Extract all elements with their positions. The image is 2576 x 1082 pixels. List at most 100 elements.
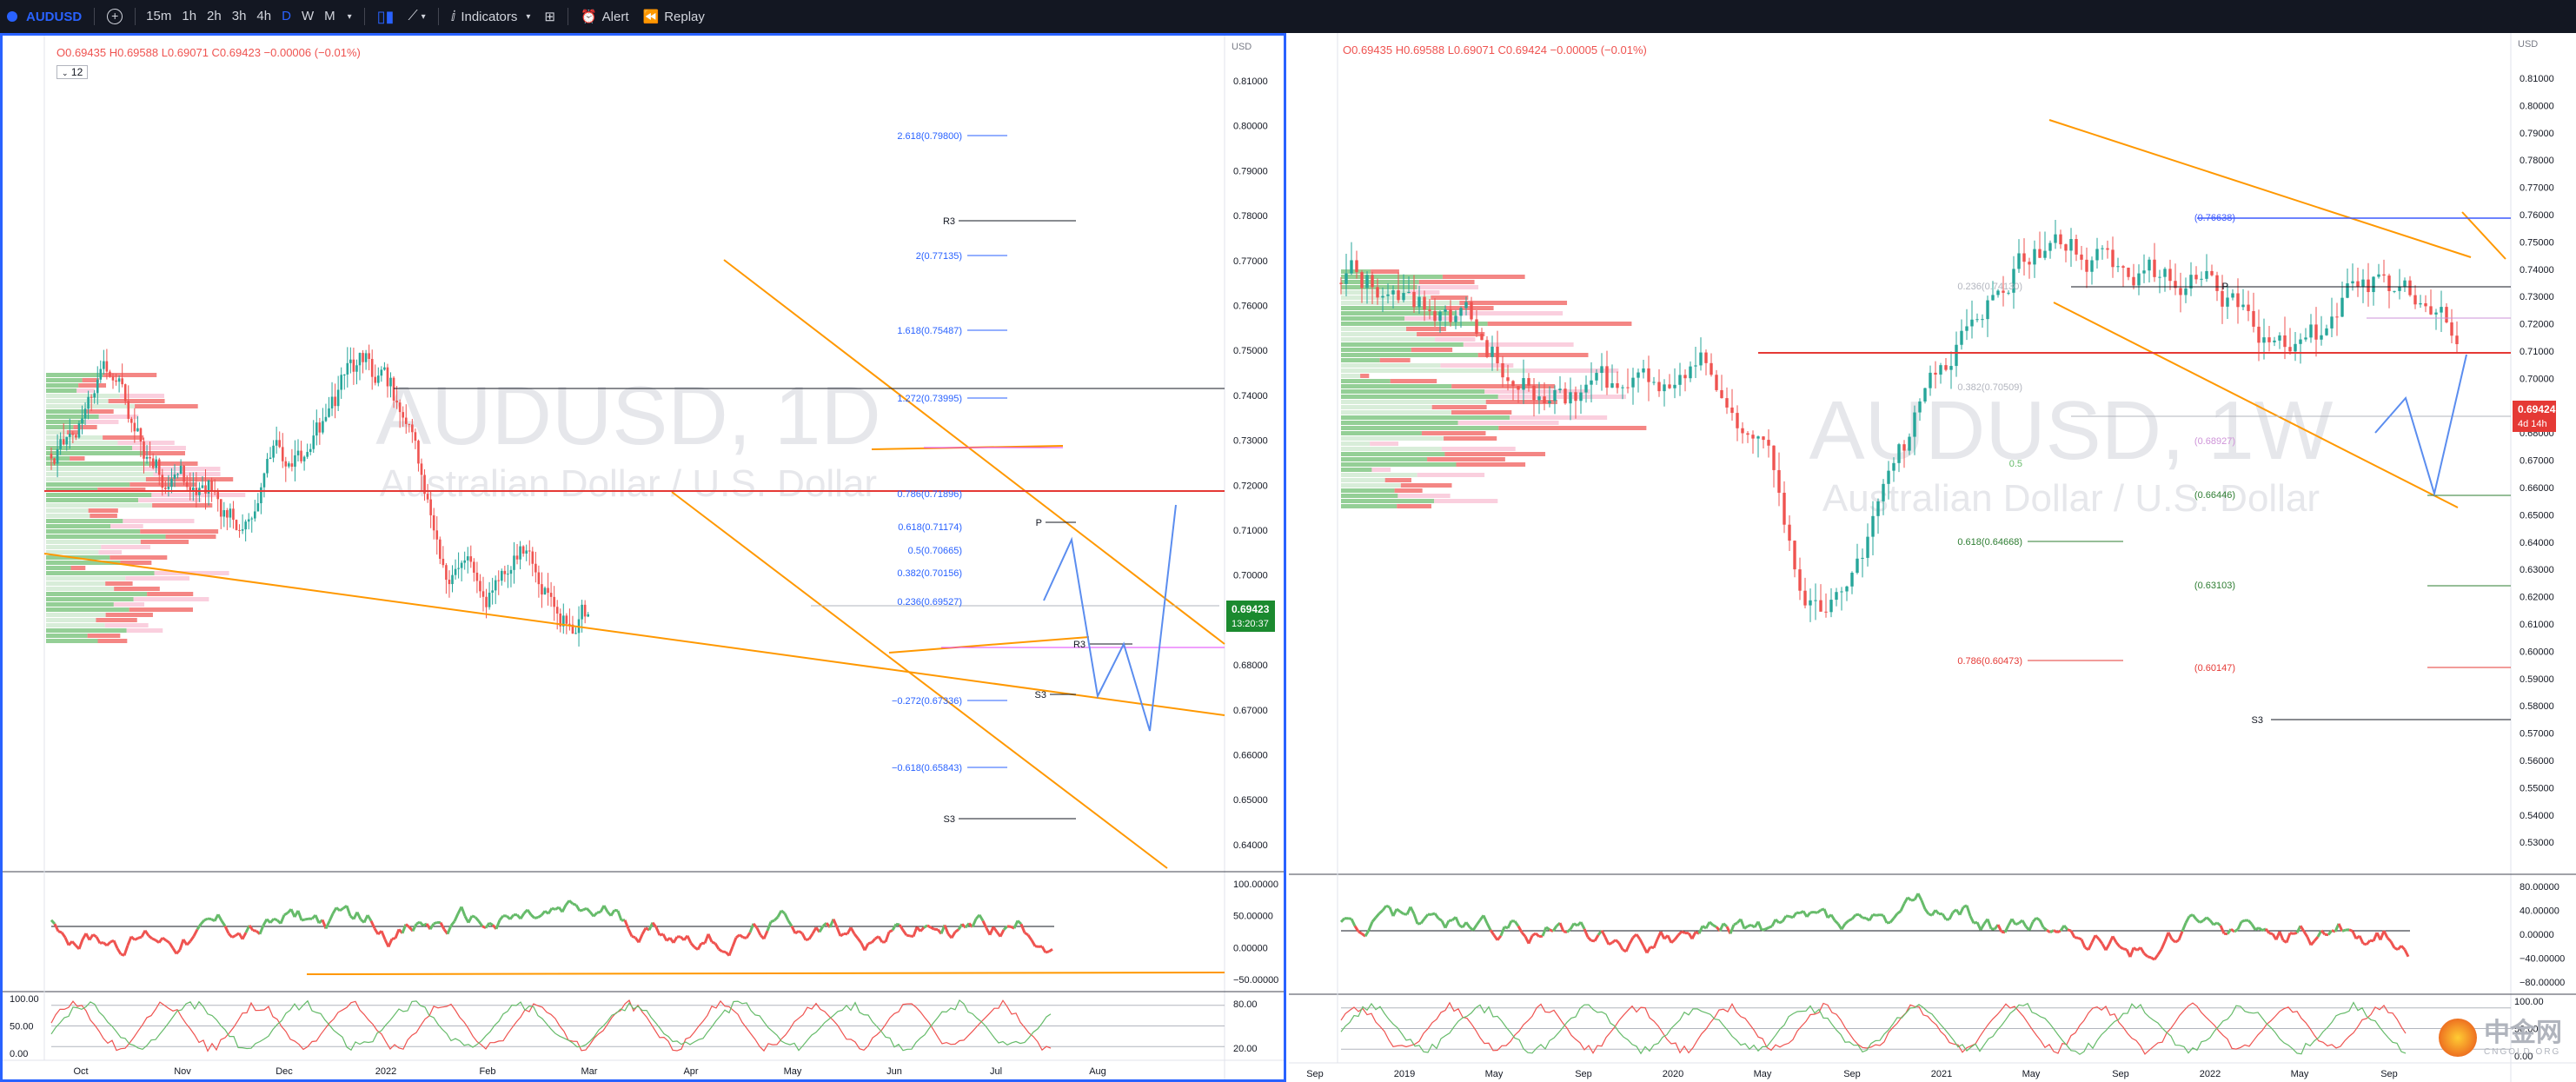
- rsi-line-segment: [748, 923, 755, 933]
- rsi-line-segment: [2358, 935, 2365, 945]
- volume-profile-bar-buy: [1341, 405, 1432, 409]
- rsi-line-segment: [686, 935, 693, 944]
- rsi-line-segment: [574, 904, 581, 912]
- rsi-line-segment: [2226, 928, 2233, 935]
- chart-pane-weekly[interactable]: O0.69435 H0.69588 L0.69071 C0.69424 −0.0…: [1289, 33, 2576, 1082]
- interval-D[interactable]: D: [282, 9, 291, 23]
- candle-body: [417, 441, 420, 464]
- candle-body: [2309, 324, 2313, 338]
- interval-W[interactable]: W: [301, 9, 315, 23]
- stoch-tick-label: 100.00: [2514, 997, 2544, 1007]
- rsi-line-segment: [1638, 939, 1645, 947]
- interval-4h[interactable]: 4h: [256, 9, 272, 23]
- volume-profile-bar-buy: [46, 587, 115, 591]
- candle-body: [2054, 234, 2057, 243]
- price-tick-label: 0.80000: [2520, 101, 2554, 111]
- volume-profile-bar-buy: [1341, 447, 1442, 451]
- interval-3h[interactable]: 3h: [231, 9, 247, 23]
- interval-2h[interactable]: 2h: [207, 9, 222, 23]
- candle-body: [204, 485, 207, 494]
- candle-body: [2398, 286, 2401, 291]
- rsi-line-segment: [1531, 932, 1537, 937]
- rsi-line-segment: [508, 913, 515, 920]
- symbol-button[interactable]: AUDUSD: [0, 0, 89, 33]
- volume-profile-bar-sell: [1498, 426, 1647, 430]
- candle-body: [549, 593, 553, 597]
- interval-1h[interactable]: 1h: [182, 9, 197, 23]
- rsi-line-segment: [50, 919, 56, 926]
- indicators-button[interactable]: ⅈ Indicators ▾: [444, 0, 538, 33]
- trendline: [671, 491, 1168, 869]
- candle-body: [296, 450, 300, 455]
- rsi-line-segment: [123, 945, 129, 956]
- rsi-line-segment: [981, 919, 988, 929]
- candle-body: [1454, 315, 1457, 322]
- candle-type-button[interactable]: ▯▮: [370, 0, 402, 33]
- candle-body: [59, 439, 62, 449]
- volume-profile-bar-buy: [1341, 478, 1385, 482]
- interval-15m[interactable]: 15m: [146, 9, 172, 23]
- time-tick-label: Sep: [1575, 1069, 1592, 1079]
- rsi-line-segment: [2268, 932, 2274, 936]
- chart-style-button[interactable]: ⟋ ▾: [401, 0, 432, 33]
- volume-profile-bar-sell: [1440, 363, 1514, 368]
- rsi-line-segment: [2077, 936, 2082, 941]
- candle-body: [328, 408, 330, 417]
- candle-body: [355, 365, 358, 372]
- rsi-line-segment: [1747, 923, 1752, 928]
- volume-profile-bar-sell: [1390, 379, 1437, 383]
- rsi-tick-label: 50.00000: [1233, 912, 1273, 922]
- rsi-line-segment: [2341, 928, 2347, 933]
- volume-profile-bar-buy: [46, 529, 141, 534]
- rsi-line-segment: [2306, 936, 2313, 946]
- layout-button[interactable]: ⊞: [537, 0, 562, 33]
- volume-profile-bar-sell: [140, 529, 219, 534]
- candle-body: [1923, 388, 1927, 402]
- volume-profile-bar-buy: [46, 435, 103, 440]
- rsi-line-segment: [1412, 913, 1419, 925]
- candle-body: [1762, 436, 1765, 441]
- rsi-line-segment: [1848, 918, 1853, 922]
- rsi-line-segment: [273, 917, 278, 922]
- rsi-line-segment: [460, 906, 467, 917]
- candle-body: [1683, 375, 1687, 379]
- brand-logo-icon: [2439, 1019, 2477, 1057]
- candle-body: [2210, 270, 2214, 275]
- candle-body: [87, 396, 90, 409]
- interval-dropdown-button[interactable]: ▾: [341, 0, 359, 33]
- candle-body: [1918, 401, 1922, 413]
- candle-body: [2069, 239, 2073, 251]
- rsi-line-segment: [1652, 939, 1659, 949]
- candle-body: [491, 590, 494, 593]
- candle-body: [275, 440, 278, 446]
- rsi-line-segment: [223, 925, 230, 934]
- rsi-line-segment: [1353, 925, 1360, 933]
- rsi-line-segment: [1558, 922, 1565, 933]
- currency-label: USD: [1232, 42, 1251, 52]
- candle-body: [574, 633, 577, 634]
- rsi-line-segment: [1673, 934, 1680, 941]
- daily-chart-canvas[interactable]: USD 0.81000 0.80000 0.79000 0.78000 0.77000 0.…: [3, 36, 1284, 1079]
- candle-body: [370, 358, 374, 377]
- rsi-line-segment: [832, 918, 839, 928]
- weekly-chart-canvas[interactable]: USD 0.81000 0.80000 0.79000 0.78000 0.77000 0.…: [1289, 33, 2576, 1082]
- volume-profile-bar-buy: [46, 451, 144, 455]
- add-symbol-button[interactable]: +: [100, 0, 129, 33]
- last-price-label: 0.69424: [2518, 403, 2556, 415]
- interval-M[interactable]: M: [324, 9, 335, 23]
- chart-pane-daily[interactable]: O0.69435 H0.69588 L0.69071 C0.69423 −0.0…: [0, 33, 1286, 1082]
- price-tick-label: 0.75000: [1233, 346, 1268, 356]
- rsi-line-segment: [2062, 924, 2069, 931]
- legend-collapse-button[interactable]: ⌄ 12: [56, 65, 89, 79]
- fib-label: 0.786(0.60473): [1957, 656, 2022, 667]
- replay-button[interactable]: ⏪ Replay: [636, 0, 712, 33]
- rsi-line-segment: [2327, 929, 2334, 936]
- candle-body: [1944, 365, 1948, 370]
- rsi-tick-label: 80.00000: [2520, 882, 2559, 893]
- rsi-line-segment: [614, 908, 619, 913]
- candle-body: [1616, 383, 1619, 388]
- stoch-tick-label: 50.00: [10, 1022, 34, 1032]
- rsi-line-segment: [185, 940, 192, 946]
- rsi-line-segment: [884, 931, 891, 943]
- alert-button[interactable]: ⏰ Alert: [574, 0, 636, 33]
